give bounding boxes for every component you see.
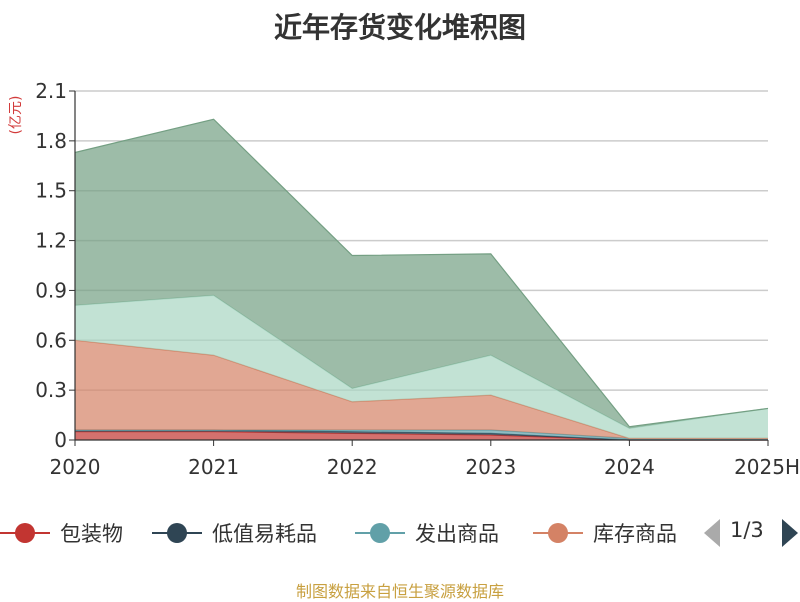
legend-marker-icon [152,513,202,553]
legend-label: 包装物 [60,522,123,546]
area-series-3 [75,340,768,439]
x-tick-label: 2025H [734,455,800,479]
y-tick-label: 0.3 [35,378,67,402]
legend-item[interactable]: 低值易耗品 [152,513,317,553]
y-axis-ticks: 0 0.3 0.6 0.9 1.2 1.5 1.8 2.1 [35,79,67,452]
legend-marker-icon [0,513,50,553]
y-tick-label: 0.9 [35,278,67,302]
area-series-5 [75,119,768,429]
area-series-4 [75,295,768,439]
legend-page-indicator: 1/3 [730,518,764,542]
legend-next-page-button[interactable] [782,519,798,547]
area-series-line-5 [74,118,769,428]
x-tick-label: 2021 [188,455,239,479]
legend-item[interactable]: 库存商品 [533,513,688,553]
x-tick-label: 2020 [50,455,101,479]
y-tick-label: 1.8 [35,129,67,153]
area-series-0 [75,431,768,440]
legend-item[interactable]: 包装物 [0,513,123,553]
x-axis-ticks: 2020 2021 2022 2023 2024 2025H [50,455,800,479]
legend-label: 低值易耗品 [212,522,317,546]
y-tick-label: 1.2 [35,229,67,253]
legend-marker-icon [533,513,583,553]
chart-canvas: 00.30.60.91.21.51.82.1 2020 2021 2022 2023 2… [8,79,800,479]
legend-label: 发出商品 [415,522,499,546]
data-source-note: 制图数据来自恒生聚源数据库 [295,582,504,601]
y-tick-label: 0.6 [35,328,67,352]
legend-label: 库存商品 [593,522,677,546]
legend-item[interactable]: 发出商品 [355,513,499,553]
legend-prev-page-button[interactable] [704,519,720,547]
legend-marker-icon [355,513,405,553]
y-axis-unit-label: (亿元) [8,96,24,135]
y-tick-label: 2.1 [35,79,67,103]
legend: 包装物 低值易耗品 发出商品 库存商品 [0,513,800,553]
y-tick-label: 1.5 [35,179,67,203]
chart-title: 近年存货变化堆积图 [273,11,526,44]
axes [69,90,769,446]
area-series [74,118,769,441]
y-tick-label: 0 [54,428,67,452]
area-series-2 [75,430,768,440]
x-tick-label: 2022 [327,455,378,479]
x-tick-label: 2023 [465,455,516,479]
x-tick-label: 2024 [604,455,655,479]
area-series-1 [75,430,768,440]
